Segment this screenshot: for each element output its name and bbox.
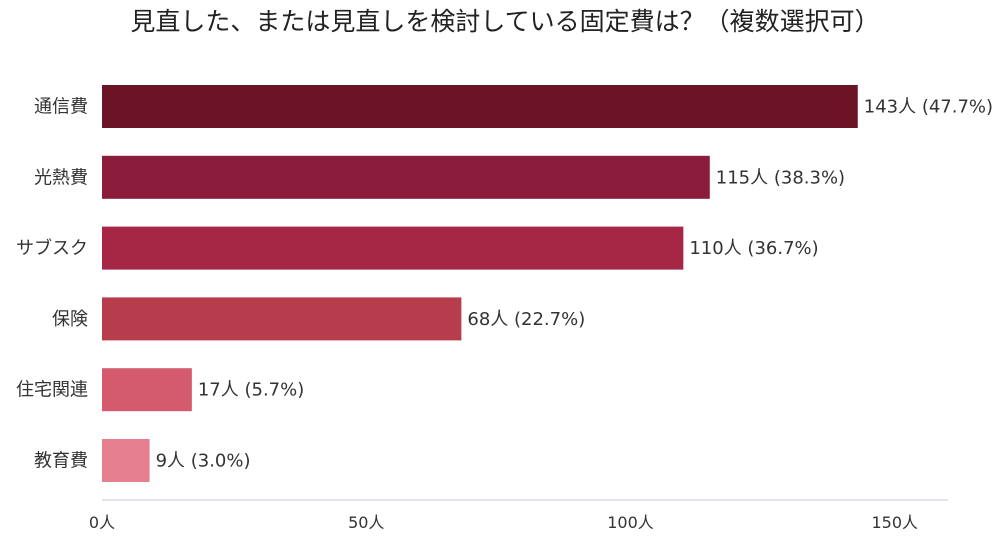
data-label: 17人 (5.7%): [198, 380, 304, 401]
x-tick-label: 150人: [871, 513, 918, 532]
category-label: 通信費: [34, 97, 88, 118]
x-tick-label: 50人: [348, 513, 384, 532]
category-label: 教育費: [34, 451, 88, 472]
data-label: 68人 (22.7%): [467, 309, 585, 330]
bar: [102, 297, 462, 341]
x-axis-ticks: 0人 50人 100人 150人: [89, 513, 918, 532]
bar: [102, 226, 684, 270]
x-tick-label: 0人: [89, 513, 115, 532]
bar: [102, 85, 858, 128]
category-label: 住宅関連: [16, 380, 88, 401]
bar: [102, 439, 150, 482]
data-label: 110人 (36.7%): [689, 238, 818, 259]
x-tick-label: 100人: [607, 513, 654, 532]
data-label: 9人 (3.0%): [156, 451, 251, 472]
category-label: 保険: [52, 309, 88, 330]
bars-layer: 通信費 143人 (47.7%) 光熱費 115人 (38.3%) サブスク 110人 (…: [16, 85, 993, 482]
category-label: 光熱費: [34, 167, 88, 188]
bar: [102, 368, 192, 412]
bar: [102, 155, 710, 199]
data-label: 115人 (38.3%): [716, 167, 845, 188]
category-label: サブスク: [16, 237, 88, 259]
chart-title: 見直した、または見直しを検討している固定費は？（複数選択可）: [130, 7, 879, 36]
data-label: 143人 (47.7%): [864, 97, 993, 118]
